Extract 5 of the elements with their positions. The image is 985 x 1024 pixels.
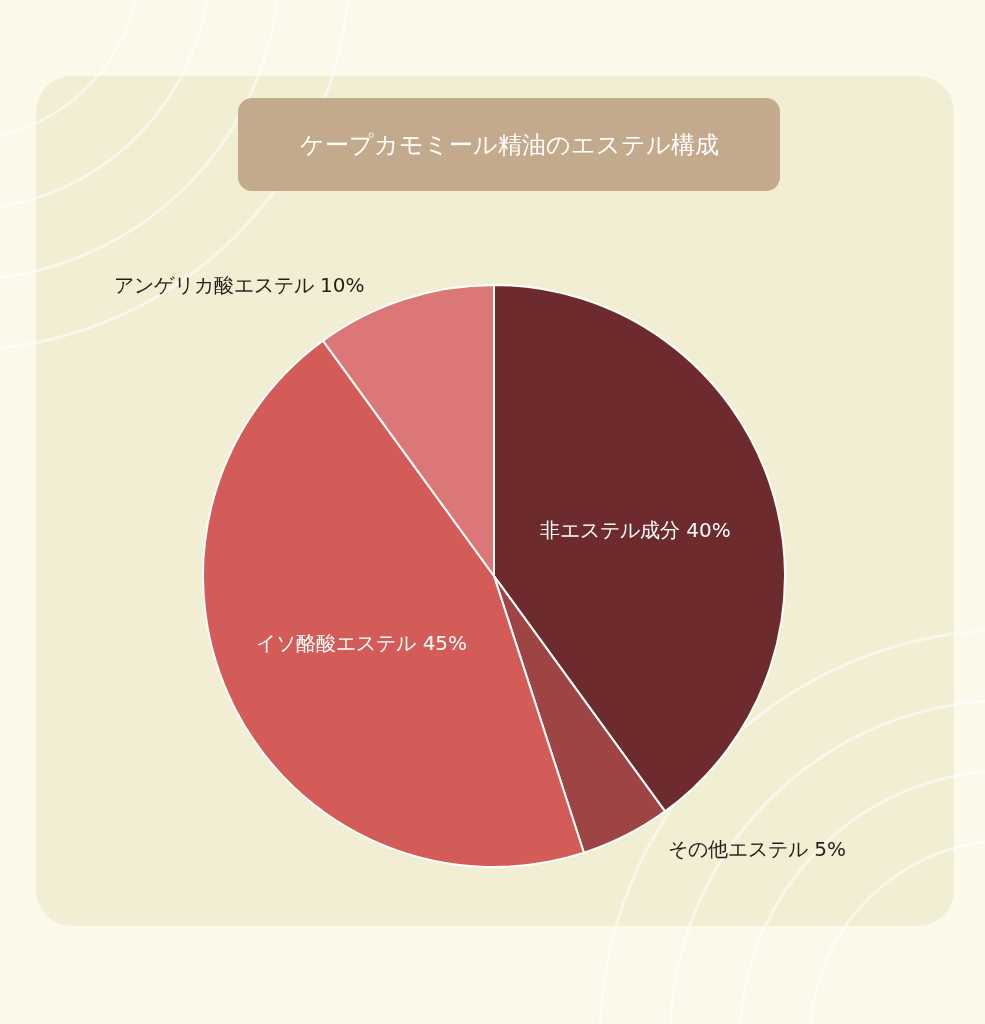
- slice-label: 非エステル成分 40%: [539, 518, 731, 543]
- slice-label: アンゲリカ酸エステル 10%: [113, 272, 365, 297]
- slice-label: イソ酪酸エステル 45%: [256, 631, 468, 656]
- slice-label: その他エステル 5%: [667, 836, 847, 861]
- chart-title: ケープカモミール精油のエステル構成: [238, 98, 780, 191]
